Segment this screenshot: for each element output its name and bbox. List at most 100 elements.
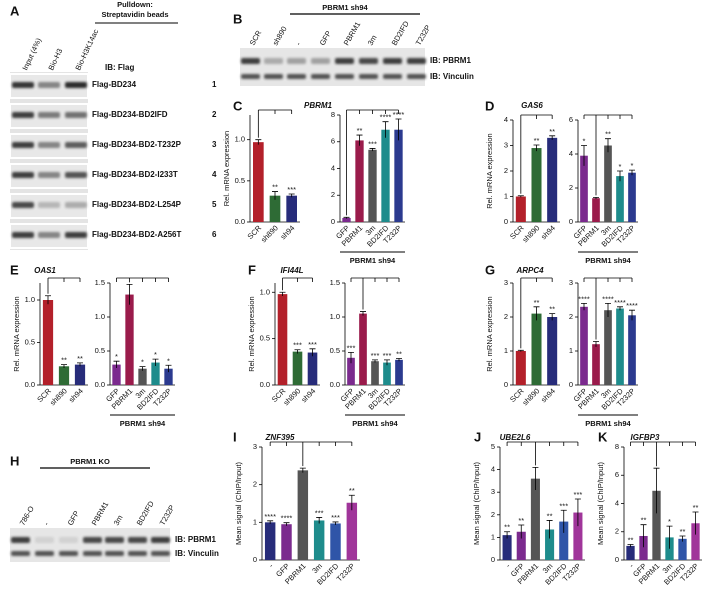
error-bar <box>581 145 587 166</box>
lane-label: BD2IFD <box>390 19 411 47</box>
error-bar <box>629 169 635 176</box>
bar <box>281 524 292 560</box>
x-tick-label: sh94 <box>299 386 317 404</box>
significance-label: *** <box>371 351 380 360</box>
significance-label: ** <box>272 183 278 192</box>
error-bar <box>617 306 623 311</box>
bar <box>515 351 526 385</box>
row-label: Flag-BD234 <box>92 80 137 89</box>
blot-label: IB: Flag <box>105 63 134 72</box>
error-bar <box>533 144 540 152</box>
row-number: 6 <box>212 230 217 239</box>
y-tick-label: 4 <box>491 465 495 474</box>
bar <box>264 522 276 560</box>
chart-title: ARPC4 <box>515 266 544 275</box>
y-axis-label: Rel. mRNA expression <box>485 133 494 208</box>
panel-letter: E <box>10 262 19 277</box>
panel-letter: J <box>474 429 481 444</box>
x-tick-label: sh890 <box>521 386 542 407</box>
bar <box>58 366 70 385</box>
y-tick-label: 0 <box>569 380 573 389</box>
bar <box>515 196 526 222</box>
bar <box>368 149 377 222</box>
panel-letter: D <box>485 98 494 113</box>
blot-band <box>311 58 330 64</box>
y-tick-label: 0 <box>615 555 619 564</box>
error-bar <box>395 118 402 141</box>
blot-band <box>83 551 102 556</box>
y-tick-label: 3 <box>504 140 508 149</box>
lane-label: - <box>294 40 303 47</box>
blot-band <box>105 551 124 556</box>
lane-label: sh890 <box>271 25 289 47</box>
error-bar <box>396 358 402 362</box>
panel-letter: G <box>485 262 495 277</box>
bar <box>347 357 355 385</box>
y-tick-label: 0.0 <box>25 380 35 389</box>
blot-band <box>35 537 54 543</box>
panel-letter: B <box>233 11 242 26</box>
error-bar <box>299 467 306 473</box>
bar <box>371 361 379 385</box>
error-bar <box>517 195 524 198</box>
bar <box>381 129 390 222</box>
y-tick-label: 0 <box>331 217 335 226</box>
bar <box>502 535 512 560</box>
bar <box>547 137 558 222</box>
bar <box>277 294 288 385</box>
bar <box>652 490 661 560</box>
blot-band <box>65 172 87 178</box>
significance-label: ** <box>549 305 555 314</box>
error-bar <box>605 138 611 153</box>
y-tick-label: 2 <box>253 480 257 489</box>
row-label: Flag-BD234-BD2-I233T <box>92 170 178 179</box>
error-bar <box>593 341 599 347</box>
error-bar <box>679 535 686 542</box>
y-tick-label: 0.0 <box>235 217 245 226</box>
bar <box>346 502 358 560</box>
y-tick-label: 0.5 <box>330 346 340 355</box>
error-bar <box>593 196 599 200</box>
significance-label: **** <box>380 113 392 122</box>
y-tick-label: 0 <box>253 555 257 564</box>
x-tick-label: sh890 <box>48 386 69 407</box>
blot-band <box>287 58 306 64</box>
significance-label: ** <box>534 136 540 145</box>
lane-label: 3m <box>366 33 379 47</box>
blot-band <box>151 537 170 543</box>
lane-label: SCR <box>248 28 264 47</box>
blot-band <box>12 232 34 238</box>
bar <box>678 538 687 560</box>
bar <box>74 364 86 385</box>
y-tick-label: 1 <box>491 532 495 541</box>
y-tick-label: 1 <box>504 191 508 200</box>
bar <box>125 294 134 385</box>
error-bar <box>165 364 172 373</box>
blot-band <box>287 74 306 79</box>
error-bar <box>384 359 390 366</box>
bar <box>592 198 600 222</box>
error-bar <box>372 359 378 363</box>
bar <box>691 523 700 560</box>
blot-band <box>38 112 60 118</box>
bar <box>547 317 558 385</box>
bar <box>138 368 147 385</box>
blot-band <box>383 74 402 79</box>
error-bar <box>126 283 133 305</box>
y-tick-label: 8 <box>331 110 335 119</box>
bar <box>545 529 555 560</box>
error-bar <box>45 295 51 305</box>
blot-band <box>383 58 402 64</box>
lane-label: Input (4%) <box>20 36 43 72</box>
group-label: PBRM1 sh94 <box>352 419 398 428</box>
blot-band <box>264 58 283 64</box>
blot-membrane <box>10 528 170 562</box>
y-axis-label: Mean signal (ChIP/Input) <box>472 462 481 545</box>
significance-label: ** <box>547 511 553 520</box>
chart-title: PBRM1 <box>304 101 333 110</box>
error-bar <box>517 349 524 352</box>
significance-label: ** <box>693 503 699 512</box>
bar <box>530 478 540 560</box>
significance-label: *** <box>308 340 317 349</box>
x-tick-label: sh94 <box>539 386 557 404</box>
